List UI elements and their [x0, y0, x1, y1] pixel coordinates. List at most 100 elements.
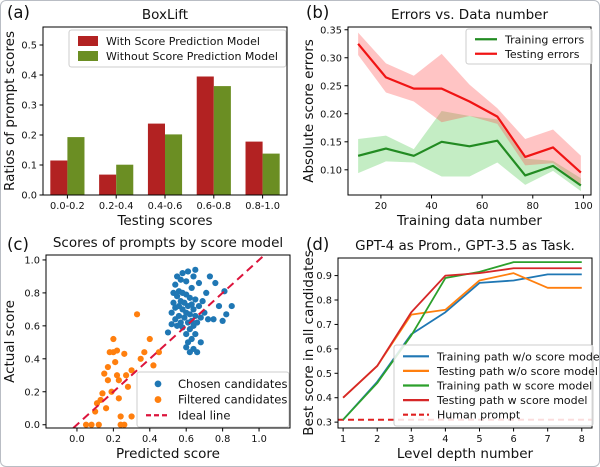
y-axis-label: Best score in all candidates [301, 250, 317, 435]
y-axis-label: Ratios of prompt scores [2, 31, 18, 191]
svg-text:Filtered candidates: Filtered candidates [178, 393, 287, 407]
chart-a-canvas: 0.0 0.1 0.2 0.3 0.4 0.5 0.0-0.2 0.2-0.4 0.4-0.6 0… [2, 7, 288, 229]
svg-text:Testing path w score model: Testing path w score model [436, 394, 587, 407]
legend: Training path w/o score model Testing pat… [393, 344, 599, 427]
svg-text:8: 8 [579, 434, 585, 445]
svg-text:6: 6 [510, 434, 516, 445]
svg-text:0.30: 0.30 [320, 53, 342, 64]
svg-text:0.5: 0.5 [316, 369, 332, 380]
band-series-1 [358, 32, 581, 186]
svg-text:5: 5 [476, 434, 482, 445]
legend: With Score Prediction Model Without Score… [68, 29, 287, 68]
y-axis-label: Absolute score errors [301, 39, 317, 183]
svg-text:0.8: 0.8 [215, 434, 231, 445]
svg-text:7: 7 [545, 434, 551, 445]
axes-frame: 0.3 0.4 0.5 0.6 0.7 0.8 0.9 1 2 3 4 5 6 7 8 GPT-4 as Pr… [301, 238, 593, 462]
y-axis-label: Actual score [2, 300, 18, 383]
svg-text:0.0-0.2: 0.0-0.2 [50, 201, 85, 212]
svg-text:3: 3 [408, 434, 414, 445]
axes-frame: 0.0 0.1 0.2 0.3 0.4 0.5 0.0-0.2 0.2-0.4 0.4-0.6 0… [2, 7, 288, 229]
svg-text:0.2: 0.2 [106, 434, 122, 445]
svg-text:0.3: 0.3 [21, 101, 37, 112]
svg-text:0.6: 0.6 [316, 344, 332, 355]
svg-text:0.2: 0.2 [21, 131, 37, 142]
svg-text:4: 4 [442, 434, 448, 445]
svg-text:0.0: 0.0 [24, 420, 40, 431]
chart-title: Errors vs. Data number [391, 7, 548, 23]
svg-text:Without Score Prediction Model: Without Score Prediction Model [106, 50, 278, 63]
svg-text:80: 80 [527, 201, 539, 212]
svg-text:Testing errors: Testing errors [504, 48, 580, 61]
svg-text:1.0: 1.0 [24, 255, 40, 266]
svg-text:Chosen candidates: Chosen candidates [178, 377, 287, 391]
line-series-3 [342, 267, 582, 399]
svg-text:0.0: 0.0 [21, 191, 37, 202]
line-series-1 [357, 43, 582, 174]
chart-b-canvas: 0.10 0.15 0.20 0.25 0.30 0.35 20 40 60 80 100 Error… [301, 7, 593, 229]
svg-text:1.0: 1.0 [251, 434, 267, 445]
svg-text:Testing path w/o score model: Testing path w/o score model [436, 365, 598, 378]
scatter-series-0 [164, 266, 235, 356]
svg-text:0.6-0.8: 0.6-0.8 [196, 201, 231, 212]
svg-text:1: 1 [340, 434, 346, 445]
svg-text:0.3: 0.3 [316, 418, 332, 429]
panel-a-boxlift-bars: (a) 0.0 0.1 0.2 0.3 0.4 0.5 0.0-0.2 0.2-0.4 0.4-… [1, 1, 300, 233]
svg-text:0.25: 0.25 [320, 81, 342, 92]
chart-d-canvas: 0.3 0.4 0.5 0.6 0.7 0.8 0.9 1 2 3 4 5 6 7 8 GPT-4 as Pr… [301, 238, 599, 462]
svg-text:0.4: 0.4 [24, 354, 40, 365]
band-series-0 [358, 111, 581, 192]
chart-c-canvas: 0.0 0.2 0.4 0.6 0.8 1.0 0.0 0.2 0.4 0.6 0.8 1.0 Scor… [2, 235, 291, 462]
panel-label-d: (d) [306, 235, 330, 254]
svg-text:0.15: 0.15 [320, 137, 342, 148]
panel-c-scatter: (c) 0.0 0.2 0.4 0.6 0.8 1.0 0.0 0.2 0.4 0.6 0.8 1.0… [1, 233, 300, 466]
svg-text:0.4-0.6: 0.4-0.6 [148, 201, 183, 212]
legend: Chosen candidates Filtered candidatesIdea… [136, 371, 290, 428]
svg-text:60: 60 [476, 201, 488, 212]
svg-text:Training path w/o score model: Training path w/o score model [436, 350, 599, 363]
svg-text:0.8-1.0: 0.8-1.0 [245, 201, 280, 212]
svg-text:0.0: 0.0 [69, 434, 85, 445]
ideal-line [72, 255, 266, 428]
svg-text:Human prompt: Human prompt [437, 409, 521, 422]
line-series-0 [357, 139, 582, 187]
svg-text:2: 2 [374, 434, 380, 445]
bar-series-1 [67, 86, 280, 195]
svg-text:20: 20 [375, 201, 387, 212]
panel-label-c: (c) [7, 235, 29, 254]
axes-frame: 0.10 0.15 0.20 0.25 0.30 0.35 20 40 60 80 100 Error… [301, 7, 593, 229]
panel-d-depth-lines: (d) 0.3 0.4 0.5 0.6 0.7 0.8 0.9 1 2 3 4 5 6 7 8 GPT-4 a… [300, 233, 599, 466]
x-axis-label: Level depth number [397, 446, 534, 462]
svg-text:100: 100 [574, 201, 593, 212]
svg-text:0.4: 0.4 [142, 434, 158, 445]
chart-title: BoxLift [142, 7, 188, 23]
legend: Training errors Testing errors [465, 28, 593, 65]
svg-text:0.7: 0.7 [316, 320, 332, 331]
scatter-series-1 [82, 311, 162, 428]
svg-text:0.4: 0.4 [316, 393, 332, 404]
plot-area-(c) [72, 255, 266, 428]
bar-series-0 [50, 76, 263, 195]
x-axis-label: Predicted score [116, 446, 220, 462]
svg-text:0.35: 0.35 [320, 25, 342, 36]
svg-text:0.4: 0.4 [21, 71, 37, 82]
svg-text:0.1: 0.1 [21, 161, 37, 172]
chart-title: Scores of prompts by score model [53, 235, 283, 251]
x-axis-label: Training data number [396, 213, 542, 229]
svg-text:0.8: 0.8 [316, 296, 332, 307]
svg-text:Training path w score model: Training path w score model [436, 380, 592, 393]
x-axis-label: Testing scores [116, 213, 212, 229]
axes-frame: 0.0 0.2 0.4 0.6 0.8 1.0 0.0 0.2 0.4 0.6 0.8 1.0 Scor… [2, 235, 291, 462]
svg-text:Training errors: Training errors [504, 33, 585, 46]
plot-area-(b) [357, 32, 582, 192]
plot-area-(a) [50, 76, 280, 195]
svg-text:0.6: 0.6 [24, 321, 40, 332]
svg-text:0.10: 0.10 [320, 165, 342, 176]
svg-text:With Score Prediction Model: With Score Prediction Model [106, 35, 260, 48]
svg-text:0.2: 0.2 [24, 387, 40, 398]
svg-text:Ideal line: Ideal line [178, 408, 230, 422]
svg-text:0.5: 0.5 [21, 41, 37, 52]
svg-text:0.9: 0.9 [316, 271, 332, 282]
panel-label-b: (b) [306, 3, 330, 22]
svg-text:0.6: 0.6 [178, 434, 194, 445]
